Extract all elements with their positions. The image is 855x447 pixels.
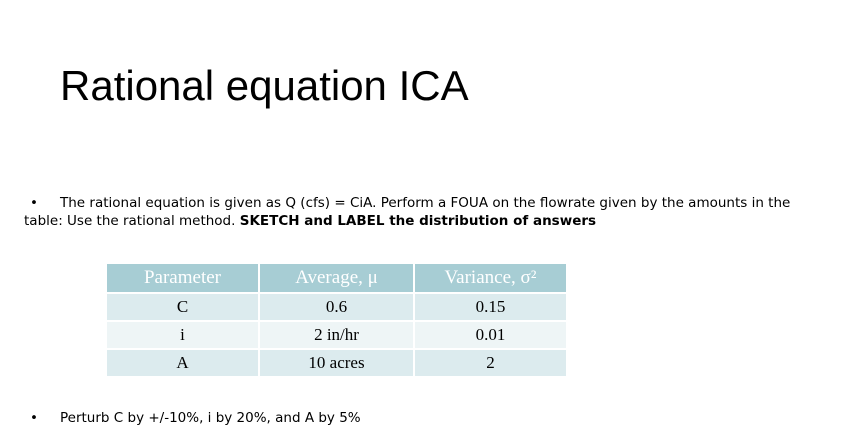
slide-title: Rational equation ICA bbox=[60, 62, 469, 109]
bullet-text: Perturb C by +/-10%, i by 20%, and A by … bbox=[60, 410, 361, 426]
table-cell: 10 acres bbox=[258, 348, 415, 378]
table-cell: A bbox=[105, 348, 260, 378]
table-row: C 0.6 0.15 bbox=[105, 292, 568, 322]
header-row: Parameter Average, μ Variance, σ² bbox=[105, 262, 568, 294]
table-cell: 2 in/hr bbox=[258, 320, 415, 350]
header-cell: Average, μ bbox=[258, 262, 415, 294]
table-row: A 10 acres 2 bbox=[105, 348, 568, 378]
table-cell: C bbox=[105, 292, 260, 322]
header-cell: Variance, σ² bbox=[413, 262, 568, 294]
bullet: • Perturb C by +/-10%, i by 20%, and A by… bbox=[30, 410, 361, 426]
bullet-text: The rational equation is given as Q (cfs… bbox=[24, 195, 791, 229]
table-cell: 0.15 bbox=[413, 292, 568, 322]
bullet: • The rational equation is given as Q (cf… bbox=[24, 195, 791, 229]
parameter-table: Parameter Average, μ Variance, σ² C 0.6 0.… bbox=[105, 262, 568, 378]
table-cell: i bbox=[105, 320, 260, 350]
table-cell: 0.01 bbox=[413, 320, 568, 350]
bullet-bold-text: SKETCH and LABEL the distribution of ans… bbox=[239, 213, 597, 229]
table-cell: 0.6 bbox=[258, 292, 415, 322]
header-cell: Parameter bbox=[105, 262, 260, 294]
table-cell: 2 bbox=[413, 348, 568, 378]
